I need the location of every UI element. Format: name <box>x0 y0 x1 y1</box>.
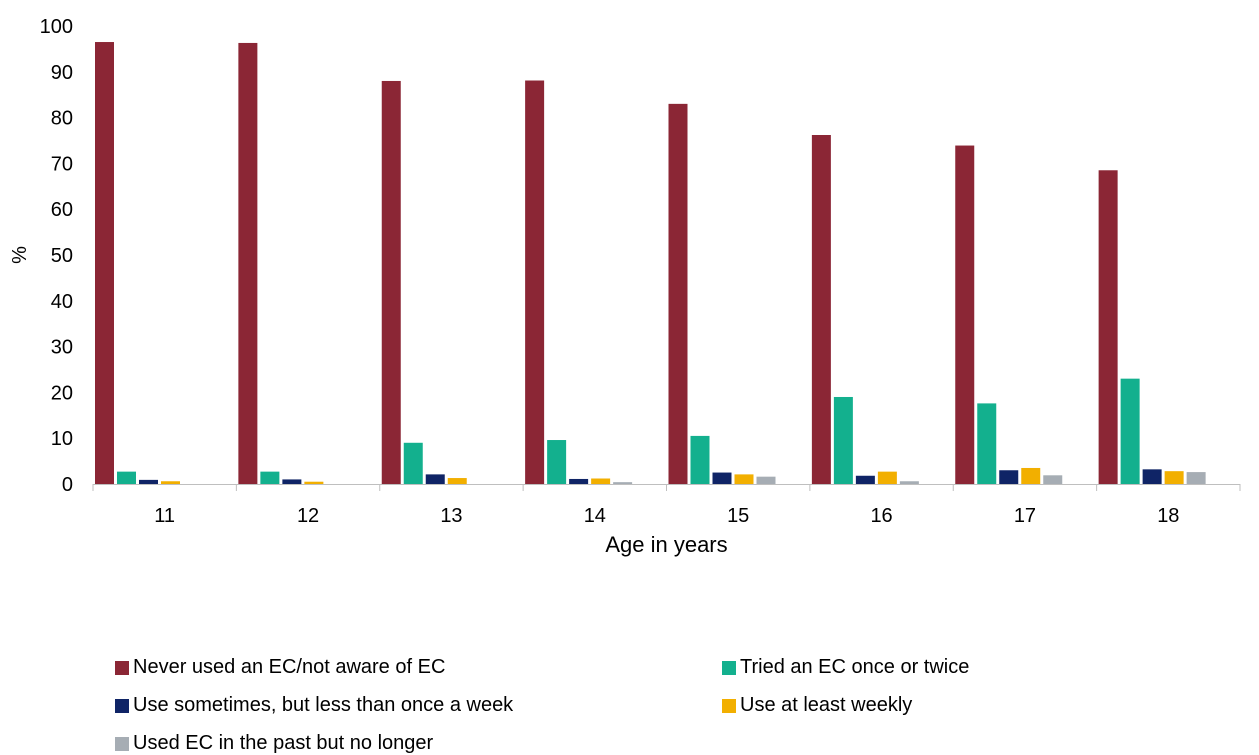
legend-item: Use sometimes, but less than once a week <box>115 694 513 717</box>
bar <box>447 478 467 484</box>
bar <box>1120 378 1140 484</box>
bar <box>403 442 423 484</box>
y-tick-label: 0 <box>62 474 73 496</box>
legend-item: Tried an EC once or twice <box>722 656 969 679</box>
bar <box>1043 475 1063 484</box>
bars <box>95 42 1206 485</box>
bar <box>756 476 776 484</box>
bar <box>260 471 280 484</box>
legend-swatch <box>115 660 129 675</box>
legend-item: Use at least weekly <box>722 694 912 717</box>
x-tick-label: 13 <box>440 505 462 527</box>
bar <box>855 475 875 484</box>
bar <box>1164 471 1184 484</box>
legend-swatch <box>722 660 736 675</box>
y-tick-label: 100 <box>40 16 73 38</box>
bar <box>381 80 401 485</box>
x-tick-label: 16 <box>870 505 892 527</box>
bar <box>525 80 545 484</box>
y-tick-label: 30 <box>51 337 73 359</box>
bar <box>1021 467 1041 484</box>
bar <box>999 470 1019 484</box>
x-axis-title: Age in years <box>605 532 727 557</box>
legend-label: Used EC in the past but no longer <box>133 732 434 754</box>
bar <box>613 482 633 484</box>
y-tick-label: 20 <box>51 382 73 404</box>
bar <box>877 471 897 484</box>
bar <box>139 479 158 484</box>
y-tick-label: 40 <box>51 291 73 313</box>
x-tick-label: 14 <box>584 505 606 527</box>
y-tick-label: 50 <box>51 245 73 267</box>
y-tick-label: 60 <box>51 199 73 221</box>
bar <box>1098 170 1118 484</box>
bar <box>811 135 831 484</box>
bar <box>833 396 853 484</box>
bar <box>95 42 114 484</box>
legend-item: Never used an EC/not aware of EC <box>115 656 445 679</box>
bar <box>734 474 754 484</box>
y-axis-tick-labels: 0 10 20 30 40 50 60 70 80 90 100 <box>40 16 73 496</box>
legend-swatch <box>722 698 736 713</box>
legend-label: Tried an EC once or twice <box>740 656 970 678</box>
bar <box>238 42 258 485</box>
bar <box>591 478 611 484</box>
x-tick-label: 17 <box>1014 505 1036 527</box>
x-tick-label: 18 <box>1157 505 1179 527</box>
y-axis-title: % <box>9 246 31 264</box>
bar <box>977 403 997 484</box>
x-axis-ticks <box>92 484 1241 491</box>
bar <box>668 103 688 485</box>
x-tick-label: 11 <box>154 505 175 527</box>
legend-swatch <box>115 736 129 751</box>
legend-swatch <box>115 698 129 713</box>
bar <box>117 471 136 484</box>
bar <box>955 145 975 484</box>
bar <box>569 478 589 484</box>
y-tick-label: 70 <box>51 153 73 175</box>
x-axis-tick-labels: 11 12 13 14 15 16 17 18 <box>154 505 1179 527</box>
bar <box>282 479 302 484</box>
y-tick-label: 10 <box>51 428 73 450</box>
legend-item: Used EC in the past but no longer <box>115 732 433 755</box>
bar <box>547 440 567 484</box>
bar <box>425 474 445 484</box>
bar <box>899 481 919 484</box>
bar <box>712 472 732 484</box>
bar <box>690 435 710 484</box>
x-tick-label: 15 <box>727 505 749 527</box>
y-tick-label: 80 <box>51 108 73 130</box>
bar <box>161 481 180 484</box>
bar <box>1142 469 1162 484</box>
legend-label: Use at least weekly <box>740 694 913 716</box>
x-tick-label: 12 <box>297 505 319 527</box>
y-tick-label: 90 <box>51 62 73 84</box>
bar <box>304 481 324 484</box>
bar <box>1186 472 1206 484</box>
legend-label: Use sometimes, but less than once a week <box>133 694 514 716</box>
legend-label: Never used an EC/not aware of EC <box>133 656 446 678</box>
